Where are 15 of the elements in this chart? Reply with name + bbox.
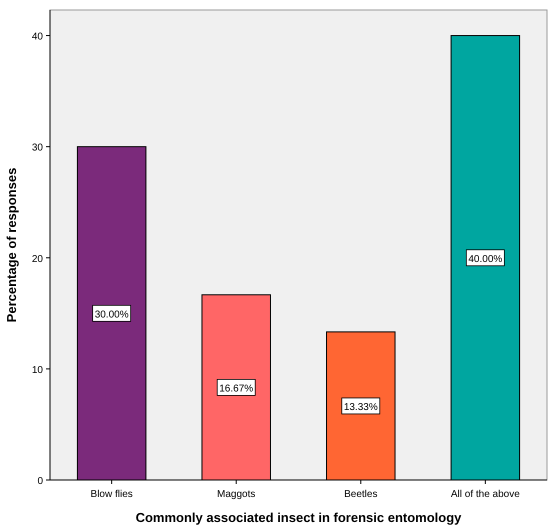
y-tick-label: 10 [32,364,44,376]
y-tick-label: 40 [32,32,44,43]
x-axis-title: Commonly associated insect in forensic entomology [136,510,462,525]
y-tick-label: 30 [32,142,44,154]
data-label: 40.00% [468,254,502,265]
x-tick-label: Blow flies [90,489,133,500]
y-tick-label: 0 [37,476,44,487]
y-axis-title: Percentage of responses [4,168,19,322]
data-label: 30.00% [94,309,129,320]
data-label: 16.67% [219,383,254,394]
data-label: 13.33% [344,402,378,413]
y-tick-label: 20 [32,254,44,265]
x-tick-label: Beetles [344,489,378,500]
x-tick-label: All of the above [450,489,520,500]
x-tick-label: Maggots [217,489,256,500]
